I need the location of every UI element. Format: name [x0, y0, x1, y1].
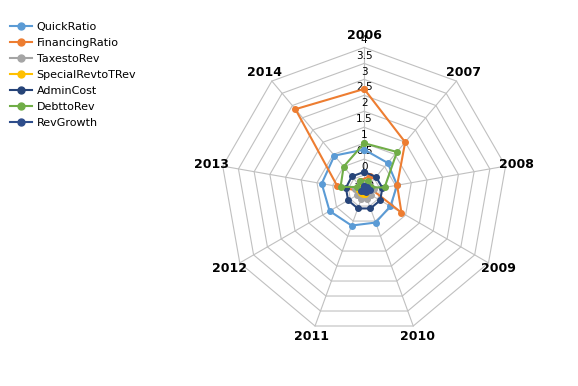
Text: 1.5: 1.5	[356, 114, 372, 124]
Text: 2: 2	[361, 98, 368, 108]
Text: 2011: 2011	[294, 330, 329, 343]
Text: 2009: 2009	[481, 262, 516, 275]
Text: -0.5: -0.5	[354, 178, 375, 188]
Text: 4: 4	[361, 35, 368, 45]
Text: 2007: 2007	[446, 66, 481, 79]
Text: 3: 3	[361, 66, 368, 76]
Text: 0.5: 0.5	[356, 146, 372, 156]
Text: 2012: 2012	[212, 262, 247, 275]
Text: 0: 0	[361, 162, 368, 172]
Text: 2013: 2013	[194, 157, 229, 171]
Text: 2008: 2008	[499, 157, 534, 171]
Text: 2.5: 2.5	[356, 83, 372, 93]
Text: 1: 1	[361, 130, 368, 141]
Text: 2006: 2006	[347, 29, 381, 42]
Text: 2014: 2014	[247, 66, 282, 79]
Text: 3.5: 3.5	[356, 51, 372, 61]
Legend: QuickRatio, FinancingRatio, TaxestoRev, SpecialRevtoTRev, AdminCost, DebttoRev, : QuickRatio, FinancingRatio, TaxestoRev, …	[6, 17, 140, 133]
Text: 2010: 2010	[399, 330, 435, 343]
